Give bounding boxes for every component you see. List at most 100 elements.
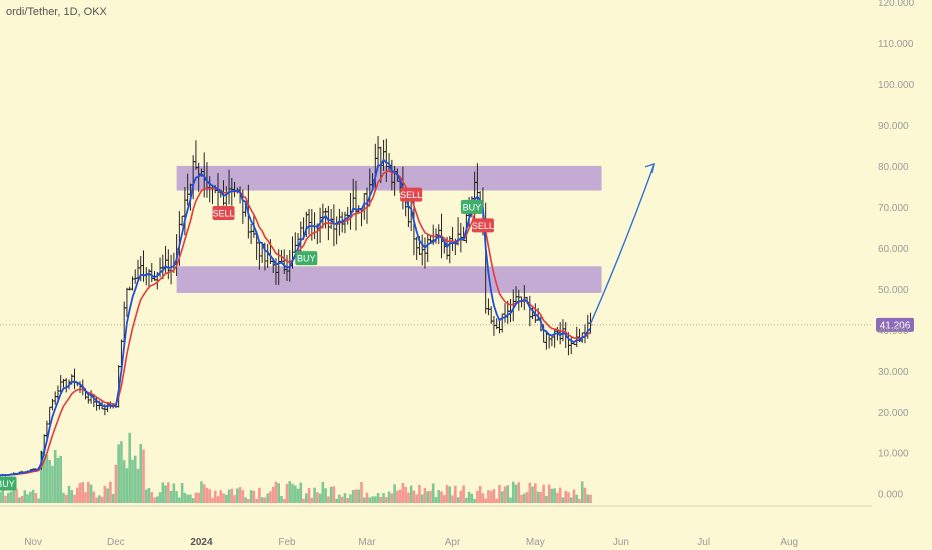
- volume-bar: [437, 490, 441, 503]
- y-tick-label: 30.000: [878, 367, 909, 378]
- volume-bar: [109, 481, 112, 503]
- signal-label: BUY: [463, 202, 482, 212]
- volume-bar: [128, 432, 131, 503]
- volume-bar: [122, 460, 126, 503]
- volume-bar: [125, 468, 129, 503]
- volume-bar: [288, 481, 292, 503]
- volume-bar: [583, 487, 587, 503]
- volume-bar: [194, 492, 198, 503]
- volume-bar: [31, 489, 35, 503]
- y-tick-label: 20.000: [878, 408, 909, 419]
- volume-bar: [260, 497, 264, 503]
- volume-bar: [271, 486, 275, 503]
- volume-bar: [426, 491, 430, 503]
- volume-bar: [459, 490, 463, 503]
- volume-bar: [87, 481, 90, 503]
- volume-bar: [227, 489, 231, 503]
- volume-bar: [492, 489, 496, 503]
- volume-bar: [67, 485, 71, 503]
- volume-bar: [40, 450, 43, 503]
- x-tick-label: Jun: [613, 537, 629, 548]
- volume-bar: [423, 487, 427, 503]
- x-tick-label: Aug: [780, 537, 798, 548]
- volume-bar: [186, 494, 189, 503]
- volume-bar: [360, 482, 363, 503]
- y-tick-label: 100.000: [878, 80, 915, 91]
- volume-bar: [379, 496, 383, 503]
- last-price-badge: [876, 317, 914, 332]
- volume-bar: [29, 491, 32, 503]
- volume-bar: [368, 497, 372, 503]
- volume-bar: [172, 483, 176, 503]
- signal-label: BUY: [297, 254, 316, 264]
- volume-bar: [120, 441, 123, 503]
- volume-bar: [589, 494, 592, 503]
- y-tick-label: 50.000: [878, 285, 909, 296]
- volume-bar: [362, 497, 366, 503]
- volume-bar: [169, 490, 173, 503]
- volume-bar: [578, 498, 581, 503]
- x-tick-label: May: [526, 537, 545, 548]
- volume-bar: [202, 484, 206, 503]
- volume-bar: [310, 497, 314, 503]
- volume-bar: [539, 492, 543, 503]
- volume-bar: [401, 482, 405, 503]
- volume-bar: [390, 493, 394, 503]
- volume-bar: [178, 497, 181, 503]
- volume-bar: [64, 494, 68, 503]
- volume-bar: [111, 494, 115, 503]
- volume-bar: [349, 494, 352, 503]
- volume-bar: [415, 494, 418, 503]
- x-tick-label: Apr: [445, 537, 461, 548]
- y-tick-label: 70.000: [878, 203, 909, 214]
- volume-bar: [183, 492, 187, 503]
- volume-bar: [117, 444, 120, 503]
- volume-bar: [224, 494, 228, 503]
- volume-bar: [321, 481, 325, 503]
- volume-bar: [9, 491, 13, 503]
- volume-bar: [291, 483, 294, 503]
- volume-bar: [534, 483, 537, 503]
- volume-bar: [277, 483, 281, 503]
- volume-bar: [103, 485, 107, 503]
- volume-bar: [511, 481, 515, 503]
- volume-bar: [318, 493, 322, 503]
- volume-bar: [556, 492, 559, 503]
- volume-bar: [255, 498, 258, 503]
- volume-bar: [451, 495, 454, 503]
- volume-bar: [393, 484, 396, 503]
- volume-bar: [233, 495, 236, 503]
- signal-buy-4: BUY: [460, 199, 483, 214]
- volume-bar: [244, 497, 247, 503]
- volume-bar: [37, 498, 40, 503]
- volume-bar: [431, 483, 435, 503]
- volume-bar: [561, 497, 565, 503]
- volume-bar: [70, 490, 74, 503]
- volume-bar: [236, 488, 239, 503]
- volume-bar: [343, 493, 347, 503]
- volume-bar: [387, 491, 391, 503]
- volume-bar: [517, 482, 521, 503]
- volume-bar: [53, 449, 57, 503]
- volume-bar: [316, 492, 319, 503]
- volume-bar: [98, 495, 101, 503]
- volume-bar: [51, 466, 54, 503]
- volume-bar: [456, 497, 460, 503]
- volume-bar: [462, 485, 465, 503]
- volume-bar: [84, 492, 87, 503]
- signal-badge: [400, 187, 423, 202]
- volume-bar: [78, 483, 82, 503]
- volume-bar: [478, 485, 482, 503]
- volume-bar: [520, 494, 523, 503]
- signal-sell-5: SELL: [471, 218, 494, 233]
- volume-bar: [155, 496, 159, 503]
- volume-bar: [15, 488, 18, 503]
- volume-bar: [476, 490, 479, 503]
- volume-bar: [293, 485, 297, 503]
- volume-bar: [131, 459, 134, 503]
- volume-bar: [216, 496, 220, 503]
- volume-bar: [23, 490, 27, 503]
- signal-badge: [471, 218, 494, 233]
